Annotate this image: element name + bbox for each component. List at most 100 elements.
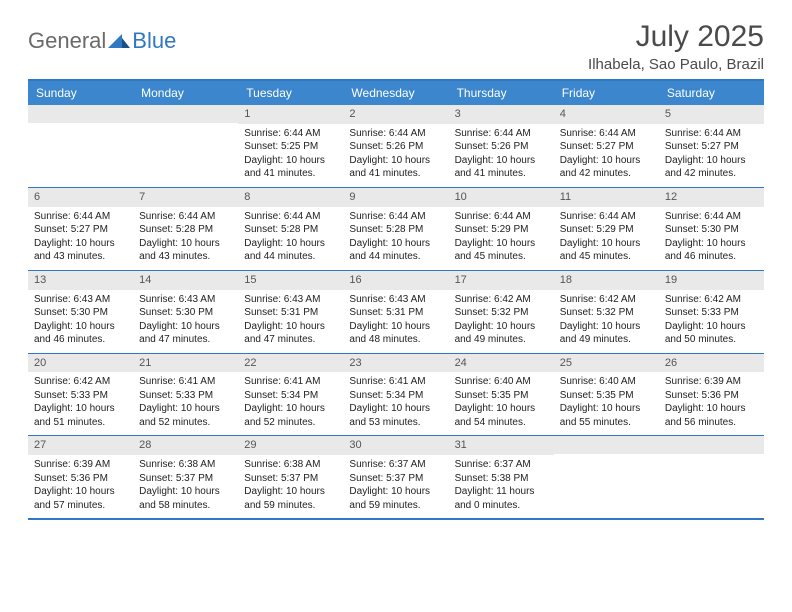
day-number: 17 xyxy=(449,271,554,290)
day-body xyxy=(28,123,133,132)
dow-tuesday: Tuesday xyxy=(238,81,343,105)
day-body: Sunrise: 6:44 AMSunset: 5:27 PMDaylight:… xyxy=(659,124,764,187)
sunrise-text: Sunrise: 6:44 AM xyxy=(560,210,653,224)
day-cell: 14Sunrise: 6:43 AMSunset: 5:30 PMDayligh… xyxy=(133,271,238,353)
day-body: Sunrise: 6:44 AMSunset: 5:25 PMDaylight:… xyxy=(238,124,343,187)
day-number: 18 xyxy=(554,271,659,290)
sunset-text: Sunset: 5:27 PM xyxy=(665,140,758,154)
logo-word2: Blue xyxy=(132,28,176,54)
logo-icon xyxy=(108,32,130,50)
day-number: 27 xyxy=(28,436,133,455)
sunrise-text: Sunrise: 6:40 AM xyxy=(455,375,548,389)
day-number: 22 xyxy=(238,354,343,373)
day-cell: 22Sunrise: 6:41 AMSunset: 5:34 PMDayligh… xyxy=(238,354,343,436)
sunset-text: Sunset: 5:37 PM xyxy=(244,472,337,486)
daylight-text: Daylight: 10 hours and 57 minutes. xyxy=(34,485,127,512)
sunset-text: Sunset: 5:34 PM xyxy=(244,389,337,403)
day-cell: 6Sunrise: 6:44 AMSunset: 5:27 PMDaylight… xyxy=(28,188,133,270)
day-cell: 30Sunrise: 6:37 AMSunset: 5:37 PMDayligh… xyxy=(343,436,448,518)
daylight-text: Daylight: 10 hours and 51 minutes. xyxy=(34,402,127,429)
sunset-text: Sunset: 5:30 PM xyxy=(34,306,127,320)
day-number: 14 xyxy=(133,271,238,290)
day-body: Sunrise: 6:37 AMSunset: 5:37 PMDaylight:… xyxy=(343,455,448,518)
day-body: Sunrise: 6:44 AMSunset: 5:27 PMDaylight:… xyxy=(28,207,133,270)
sunset-text: Sunset: 5:29 PM xyxy=(560,223,653,237)
month-title: July 2025 xyxy=(588,20,764,54)
dow-friday: Friday xyxy=(554,81,659,105)
day-body: Sunrise: 6:43 AMSunset: 5:30 PMDaylight:… xyxy=(133,290,238,353)
day-body: Sunrise: 6:41 AMSunset: 5:33 PMDaylight:… xyxy=(133,372,238,435)
daylight-text: Daylight: 10 hours and 59 minutes. xyxy=(244,485,337,512)
day-cell: 2Sunrise: 6:44 AMSunset: 5:26 PMDaylight… xyxy=(343,105,448,187)
day-cell: 11Sunrise: 6:44 AMSunset: 5:29 PMDayligh… xyxy=(554,188,659,270)
day-cell: 8Sunrise: 6:44 AMSunset: 5:28 PMDaylight… xyxy=(238,188,343,270)
daylight-text: Daylight: 10 hours and 46 minutes. xyxy=(665,237,758,264)
logo-word1: General xyxy=(28,28,106,54)
sunrise-text: Sunrise: 6:43 AM xyxy=(34,293,127,307)
location-label: Ilhabela, Sao Paulo, Brazil xyxy=(588,56,764,73)
day-cell: 5Sunrise: 6:44 AMSunset: 5:27 PMDaylight… xyxy=(659,105,764,187)
day-of-week-row: SundayMondayTuesdayWednesdayThursdayFrid… xyxy=(28,81,764,105)
sunrise-text: Sunrise: 6:39 AM xyxy=(34,458,127,472)
sunset-text: Sunset: 5:32 PM xyxy=(455,306,548,320)
day-number xyxy=(133,105,238,123)
day-body: Sunrise: 6:37 AMSunset: 5:38 PMDaylight:… xyxy=(449,455,554,518)
calendar-grid: SundayMondayTuesdayWednesdayThursdayFrid… xyxy=(28,79,764,520)
day-body: Sunrise: 6:44 AMSunset: 5:29 PMDaylight:… xyxy=(449,207,554,270)
day-body: Sunrise: 6:40 AMSunset: 5:35 PMDaylight:… xyxy=(449,372,554,435)
sunset-text: Sunset: 5:25 PM xyxy=(244,140,337,154)
sunrise-text: Sunrise: 6:44 AM xyxy=(455,127,548,141)
sunset-text: Sunset: 5:26 PM xyxy=(349,140,442,154)
sunrise-text: Sunrise: 6:44 AM xyxy=(665,210,758,224)
daylight-text: Daylight: 11 hours and 0 minutes. xyxy=(455,485,548,512)
day-cell: 1Sunrise: 6:44 AMSunset: 5:25 PMDaylight… xyxy=(238,105,343,187)
sunset-text: Sunset: 5:30 PM xyxy=(665,223,758,237)
day-number: 5 xyxy=(659,105,764,124)
day-cell: 28Sunrise: 6:38 AMSunset: 5:37 PMDayligh… xyxy=(133,436,238,518)
day-number: 1 xyxy=(238,105,343,124)
day-body: Sunrise: 6:41 AMSunset: 5:34 PMDaylight:… xyxy=(238,372,343,435)
sunset-text: Sunset: 5:35 PM xyxy=(455,389,548,403)
week-row: 27Sunrise: 6:39 AMSunset: 5:36 PMDayligh… xyxy=(28,435,764,518)
sunset-text: Sunset: 5:35 PM xyxy=(560,389,653,403)
sunset-text: Sunset: 5:28 PM xyxy=(349,223,442,237)
day-body: Sunrise: 6:44 AMSunset: 5:26 PMDaylight:… xyxy=(449,124,554,187)
dow-saturday: Saturday xyxy=(659,81,764,105)
day-body: Sunrise: 6:44 AMSunset: 5:29 PMDaylight:… xyxy=(554,207,659,270)
sunrise-text: Sunrise: 6:44 AM xyxy=(244,210,337,224)
sunrise-text: Sunrise: 6:42 AM xyxy=(665,293,758,307)
day-body: Sunrise: 6:42 AMSunset: 5:33 PMDaylight:… xyxy=(28,372,133,435)
day-number xyxy=(659,436,764,454)
day-cell: 9Sunrise: 6:44 AMSunset: 5:28 PMDaylight… xyxy=(343,188,448,270)
daylight-text: Daylight: 10 hours and 52 minutes. xyxy=(139,402,232,429)
sunrise-text: Sunrise: 6:44 AM xyxy=(139,210,232,224)
day-cell: 27Sunrise: 6:39 AMSunset: 5:36 PMDayligh… xyxy=(28,436,133,518)
daylight-text: Daylight: 10 hours and 59 minutes. xyxy=(349,485,442,512)
day-body: Sunrise: 6:38 AMSunset: 5:37 PMDaylight:… xyxy=(238,455,343,518)
sunset-text: Sunset: 5:30 PM xyxy=(139,306,232,320)
daylight-text: Daylight: 10 hours and 56 minutes. xyxy=(665,402,758,429)
day-body xyxy=(554,454,659,463)
day-body: Sunrise: 6:43 AMSunset: 5:31 PMDaylight:… xyxy=(238,290,343,353)
day-cell: 3Sunrise: 6:44 AMSunset: 5:26 PMDaylight… xyxy=(449,105,554,187)
sunrise-text: Sunrise: 6:37 AM xyxy=(455,458,548,472)
daylight-text: Daylight: 10 hours and 52 minutes. xyxy=(244,402,337,429)
day-number: 24 xyxy=(449,354,554,373)
sunrise-text: Sunrise: 6:38 AM xyxy=(244,458,337,472)
week-row: 6Sunrise: 6:44 AMSunset: 5:27 PMDaylight… xyxy=(28,187,764,270)
day-number: 28 xyxy=(133,436,238,455)
day-cell: 23Sunrise: 6:41 AMSunset: 5:34 PMDayligh… xyxy=(343,354,448,436)
week-row: 13Sunrise: 6:43 AMSunset: 5:30 PMDayligh… xyxy=(28,270,764,353)
day-number: 30 xyxy=(343,436,448,455)
day-number: 12 xyxy=(659,188,764,207)
week-row: 20Sunrise: 6:42 AMSunset: 5:33 PMDayligh… xyxy=(28,353,764,436)
daylight-text: Daylight: 10 hours and 46 minutes. xyxy=(34,320,127,347)
sunrise-text: Sunrise: 6:42 AM xyxy=(34,375,127,389)
day-body: Sunrise: 6:44 AMSunset: 5:26 PMDaylight:… xyxy=(343,124,448,187)
sunrise-text: Sunrise: 6:44 AM xyxy=(665,127,758,141)
day-body: Sunrise: 6:39 AMSunset: 5:36 PMDaylight:… xyxy=(659,372,764,435)
sunset-text: Sunset: 5:28 PM xyxy=(244,223,337,237)
day-number: 9 xyxy=(343,188,448,207)
day-cell: 13Sunrise: 6:43 AMSunset: 5:30 PMDayligh… xyxy=(28,271,133,353)
sunrise-text: Sunrise: 6:44 AM xyxy=(349,127,442,141)
